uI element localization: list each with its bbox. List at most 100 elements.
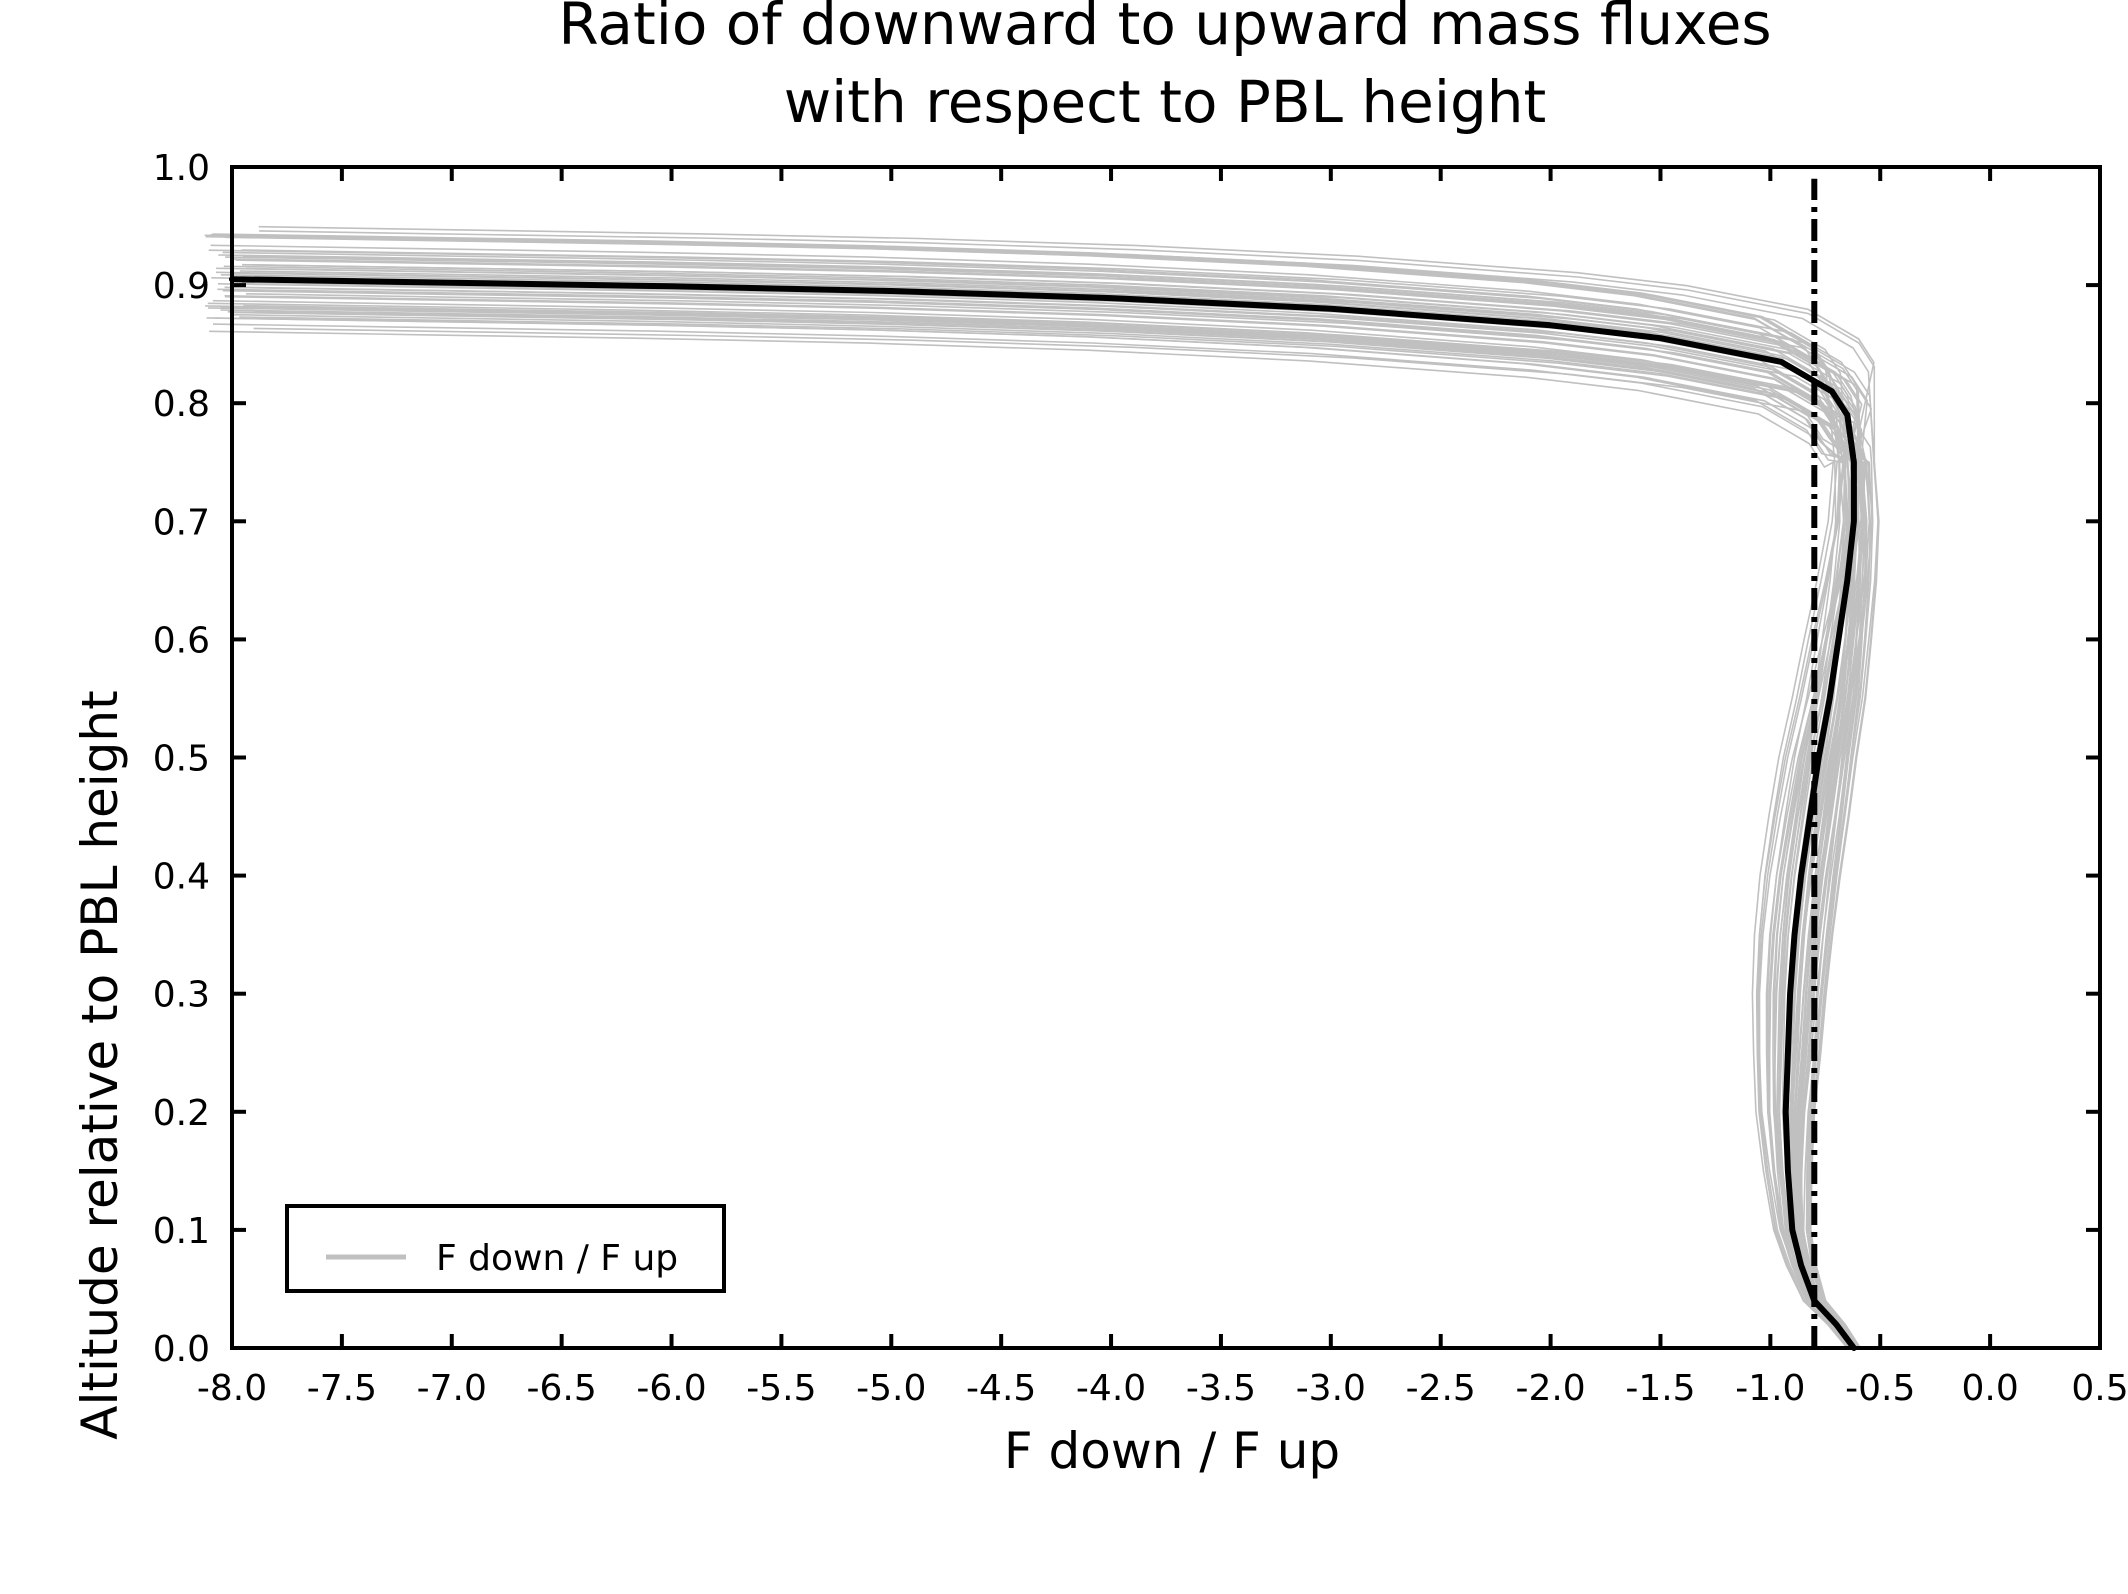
x-tick-label: -3.5 xyxy=(1186,1368,1256,1409)
y-tick-label: 0.7 xyxy=(153,502,210,543)
ensemble-line xyxy=(212,323,1850,1349)
x-tick-label: -5.5 xyxy=(746,1368,816,1409)
ensemble-line xyxy=(254,259,1879,1349)
ensemble-line xyxy=(243,304,1865,1349)
ensemble-line xyxy=(222,289,1853,1349)
x-tick-label: -2.5 xyxy=(1406,1368,1476,1409)
chart-title-line-2: with respect to PBL height xyxy=(784,68,1547,136)
ensemble-line xyxy=(209,330,1850,1349)
legend-box xyxy=(285,1204,726,1293)
x-tick-label: -4.0 xyxy=(1076,1368,1146,1409)
ensemble-line xyxy=(242,306,1863,1349)
ensemble-line xyxy=(215,317,1866,1349)
ensemble-line xyxy=(254,310,1874,1349)
y-tick-label: 0.0 xyxy=(153,1329,210,1370)
x-tick-label: -2.0 xyxy=(1515,1368,1585,1409)
ensemble-line xyxy=(211,277,1868,1349)
ensemble-line xyxy=(251,264,1869,1349)
ensemble-line xyxy=(258,225,1875,1349)
ensemble-line xyxy=(223,265,1864,1349)
ensemble-line xyxy=(212,233,1871,1349)
x-tick-label: -5.0 xyxy=(856,1368,926,1409)
ensemble-line xyxy=(242,281,1859,1349)
ensemble-line xyxy=(240,276,1858,1349)
ensemble-line xyxy=(205,235,1864,1349)
ensemble-line xyxy=(244,286,1861,1349)
y-tick-label: 0.4 xyxy=(153,857,210,898)
y-tick-label: 0.5 xyxy=(153,739,210,780)
y-axis-label: Altitude relative to PBL height xyxy=(71,690,129,1439)
x-tick-label: -7.0 xyxy=(417,1368,487,1409)
ensemble-line xyxy=(238,306,1857,1349)
x-axis-label: F down / F up xyxy=(1004,1422,1340,1480)
x-tick-label: -4.5 xyxy=(966,1368,1036,1409)
mean-line-layer xyxy=(229,276,1857,1351)
ensemble-line xyxy=(238,306,1857,1349)
ensemble-line xyxy=(210,244,1867,1349)
ensemble-line xyxy=(259,230,1880,1349)
ensemble-line xyxy=(212,233,1853,1349)
ensemble-line xyxy=(242,263,1865,1349)
ensemble-line xyxy=(217,288,1857,1349)
ensemble-line xyxy=(235,259,1867,1349)
ensemble-line xyxy=(215,271,1851,1349)
ensemble-line xyxy=(220,306,1857,1349)
ensemble-line xyxy=(232,313,1871,1349)
ensemble-line xyxy=(225,236,1855,1349)
ensemble-line xyxy=(220,309,1861,1349)
x-tick-label: -6.0 xyxy=(636,1368,706,1409)
x-tick-label: 0.0 xyxy=(1961,1368,2018,1409)
ensemble-line xyxy=(246,267,1863,1349)
ensemble-line xyxy=(212,299,1853,1349)
x-tick-label: 0.5 xyxy=(2071,1368,2128,1409)
ensemble-line xyxy=(210,233,1850,1349)
ensemble-line xyxy=(208,249,1851,1349)
x-tick-label: -3.0 xyxy=(1296,1368,1366,1409)
ensemble-line xyxy=(206,317,1865,1349)
ensemble-lines xyxy=(204,225,1880,1349)
x-tick-label: -1.5 xyxy=(1625,1368,1695,1409)
x-tick-label: -8.0 xyxy=(197,1368,267,1409)
ensemble-line xyxy=(239,316,1861,1349)
ensemble-line xyxy=(231,272,1855,1349)
ensemble-line xyxy=(253,327,1871,1349)
y-tick-label: 0.2 xyxy=(153,1093,210,1134)
ensemble-line xyxy=(218,254,1856,1349)
ensemble-line xyxy=(242,255,1862,1349)
y-tick-label: 0.9 xyxy=(153,266,210,307)
ensemble-line xyxy=(224,295,1874,1349)
ensemble-line xyxy=(239,270,1872,1349)
x-tick-label: -0.5 xyxy=(1845,1368,1915,1409)
ensemble-line xyxy=(246,293,1863,1349)
chart-title-line-1: Ratio of downward to upward mass fluxes xyxy=(558,0,1771,58)
x-tick-label: -1.0 xyxy=(1735,1368,1805,1409)
ensemble-line xyxy=(241,249,1866,1349)
ensemble-line xyxy=(207,302,1865,1349)
ensemble-line xyxy=(227,311,1856,1349)
ensemble-line xyxy=(255,272,1873,1349)
ensemble-line xyxy=(205,305,1849,1349)
ensemble-line xyxy=(207,307,1849,1349)
ensemble-line xyxy=(222,251,1859,1349)
ensemble-line xyxy=(204,234,1848,1349)
ensemble-line xyxy=(217,283,1854,1349)
y-tick-label: 0.8 xyxy=(153,384,210,425)
ensemble-line xyxy=(253,235,1880,1349)
x-tick-label: -7.5 xyxy=(307,1368,377,1409)
legend-label: F down / F up xyxy=(436,1238,678,1279)
y-tick-label: 1.0 xyxy=(153,148,210,189)
ensemble-line xyxy=(216,267,1851,1349)
x-tick-label: -6.5 xyxy=(527,1368,597,1409)
legend: F down / F up xyxy=(285,1204,726,1293)
ensemble-line xyxy=(230,311,1873,1349)
ensemble-line xyxy=(224,286,1853,1349)
ensemble-line xyxy=(220,274,1852,1349)
mean-line xyxy=(229,276,1857,1351)
ensemble-line xyxy=(232,258,1859,1349)
y-axis-ticks: 0.0 0.1 0.2 0.3 0.4 0.5 0.6 0.7 0.8 0.9 1.0 xyxy=(153,148,2100,1370)
ensemble-line xyxy=(225,256,1853,1349)
ensemble-line xyxy=(224,295,1853,1349)
y-tick-label: 0.1 xyxy=(153,1211,210,1252)
